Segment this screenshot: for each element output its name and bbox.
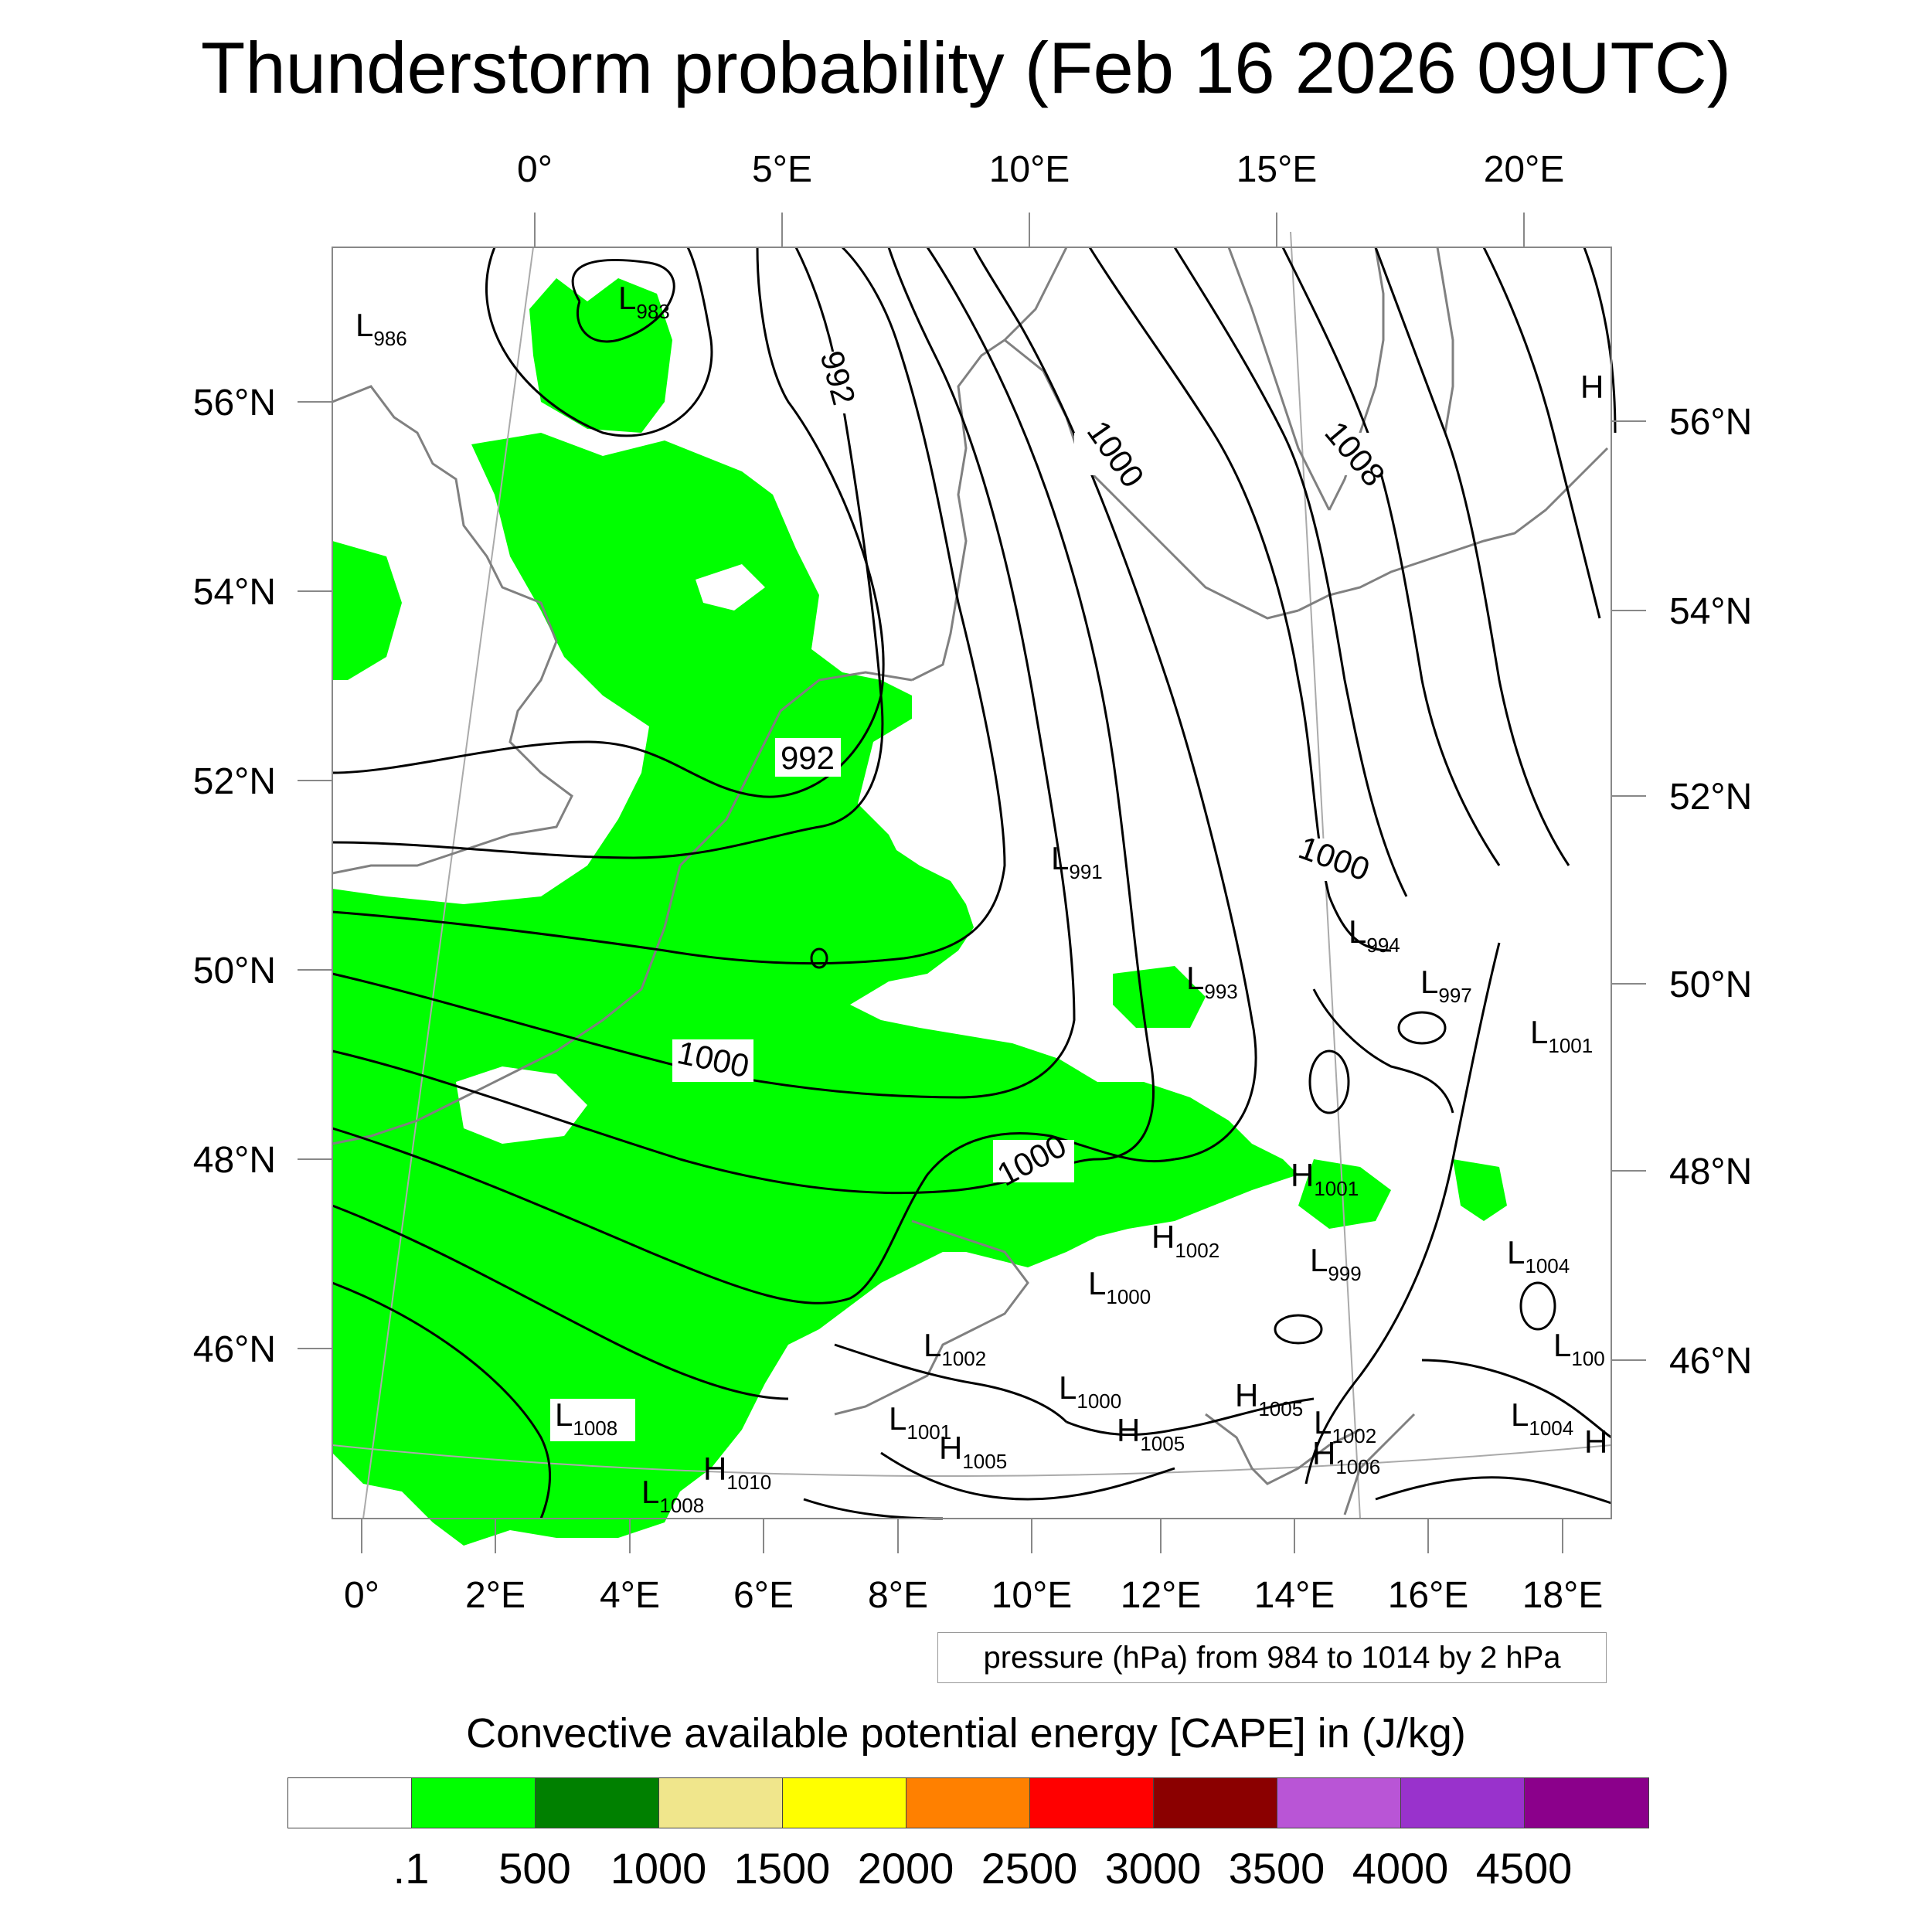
left-tick-label: 52°N (193, 761, 276, 802)
colorbar-swatch (1525, 1778, 1648, 1828)
pressure-center: H1006 (1312, 1435, 1380, 1478)
bottom-tick-label: 0° (344, 1575, 379, 1616)
map-frame (332, 247, 1612, 1519)
colorbar (287, 1777, 1649, 1828)
colorbar-label: 4000 (1352, 1844, 1449, 1893)
bottom-tick-label: 6°E (733, 1575, 794, 1616)
top-tick-label: 0° (517, 149, 553, 190)
page-title: Thunderstorm probability (Feb 16 2026 09… (200, 27, 1732, 108)
left-tick-label: 46°N (193, 1329, 276, 1370)
right-tick-label: 52°N (1669, 777, 1752, 818)
pressure-center: L100 (1553, 1327, 1605, 1370)
coastlines (332, 247, 1609, 1515)
pressure-center: L1004 (1507, 1234, 1570, 1277)
colorbar-swatch (288, 1778, 412, 1828)
left-tick-label: 56°N (193, 383, 276, 423)
bottom-tick-label: 8°E (868, 1575, 928, 1616)
colorbar-swatch (1401, 1778, 1525, 1828)
bottom-tick-label: 4°E (600, 1575, 660, 1616)
pressure-center: L994 (1349, 913, 1400, 957)
bottom-tick-label: 18°E (1522, 1575, 1604, 1616)
pressure-center: L1001 (889, 1400, 951, 1444)
pressure-center: H (1584, 1423, 1607, 1460)
bottom-axis: 0° 2°E 4°E 6°E 8°E 10°E 12°E 14°E 16°E 1… (344, 1519, 1603, 1616)
colorbar-title: Convective available potential energy [C… (466, 1710, 1466, 1757)
colorbar-label: 2000 (857, 1844, 954, 1893)
pressure-center: H1005 (1235, 1377, 1303, 1420)
pressure-center: L1002 (1314, 1404, 1376, 1447)
colorbar-swatch (1277, 1778, 1401, 1828)
pressure-center: L1004 (1511, 1396, 1573, 1440)
colorbar-swatch (1030, 1778, 1154, 1828)
left-tick-label: 54°N (193, 572, 276, 613)
colorbar-swatch (659, 1778, 783, 1828)
pressure-centers: L983 L986 H L991 L994 L993 L997 L1001 H1… (355, 280, 1607, 1517)
pressure-center: L993 (1186, 960, 1238, 1003)
top-tick-label: 15°E (1236, 149, 1318, 190)
pressure-center: L983 (618, 280, 670, 323)
bottom-tick-label: 12°E (1121, 1575, 1202, 1616)
top-axis: 0° 5°E 10°E 15°E 20°E (517, 149, 1564, 247)
top-tick-label: 10°E (989, 149, 1070, 190)
colorbar-swatch (906, 1778, 1030, 1828)
right-tick-label: 50°N (1669, 964, 1752, 1005)
colorbar-label: 3000 (1104, 1844, 1202, 1893)
left-tick-label: 50°N (193, 951, 276, 992)
pressure-center: L997 (1420, 964, 1472, 1007)
pressure-center: L1000 (1088, 1265, 1151, 1308)
cape-area (332, 278, 1507, 1546)
pressure-center: H1001 (1291, 1157, 1359, 1200)
pressure-center: L991 (1051, 840, 1103, 883)
pressure-center: L1001 (1530, 1014, 1593, 1057)
pressure-center: H (1580, 369, 1604, 405)
left-axis: 56°N 54°N 52°N 50°N 48°N 46°N (193, 383, 332, 1370)
pressure-center: H1005 (939, 1430, 1007, 1473)
colorbar-label: 500 (498, 1844, 571, 1893)
right-tick-label: 54°N (1669, 591, 1752, 632)
right-tick-label: 48°N (1669, 1151, 1752, 1192)
isobars (332, 246, 1617, 1520)
pressure-center: H1010 (703, 1451, 771, 1494)
top-tick-label: 5°E (752, 149, 812, 190)
left-tick-label: 48°N (193, 1140, 276, 1181)
bottom-tick-label: 10°E (992, 1575, 1073, 1616)
colorbar-swatch (412, 1778, 536, 1828)
colorbar-swatch (536, 1778, 659, 1828)
right-tick-label: 46°N (1669, 1341, 1752, 1382)
bottom-tick-label: 14°E (1254, 1575, 1335, 1616)
pressure-center: L1000 (1059, 1369, 1121, 1413)
colorbar-label: 1500 (733, 1844, 831, 1893)
pressure-center: L1008 (555, 1396, 617, 1440)
bottom-tick-label: 16°E (1388, 1575, 1469, 1616)
colorbar-label: .1 (393, 1844, 430, 1893)
colorbar-label: 3500 (1228, 1844, 1325, 1893)
bottom-tick-label: 2°E (465, 1575, 526, 1616)
colorbar-label: 1000 (610, 1844, 707, 1893)
isobar-label: 992 (781, 740, 835, 776)
colorbar-label: 4500 (1475, 1844, 1573, 1893)
colorbar-swatch (783, 1778, 906, 1828)
top-tick-label: 20°E (1484, 149, 1565, 190)
pressure-center: L986 (355, 307, 407, 350)
pressure-center: L1002 (923, 1327, 986, 1370)
colorbar-label: 2500 (981, 1844, 1078, 1893)
pressure-center: L1008 (641, 1474, 704, 1517)
pressure-center: L999 (1310, 1242, 1362, 1285)
right-tick-label: 56°N (1669, 402, 1752, 443)
pressure-info-box: pressure (hPa) from 984 to 1014 by 2 hPa (937, 1632, 1607, 1683)
right-axis: 56°N 54°N 52°N 50°N 48°N 46°N (1611, 402, 1752, 1382)
pressure-center: H1005 (1117, 1412, 1185, 1455)
pressure-center: H1002 (1151, 1219, 1219, 1262)
colorbar-swatch (1154, 1778, 1277, 1828)
